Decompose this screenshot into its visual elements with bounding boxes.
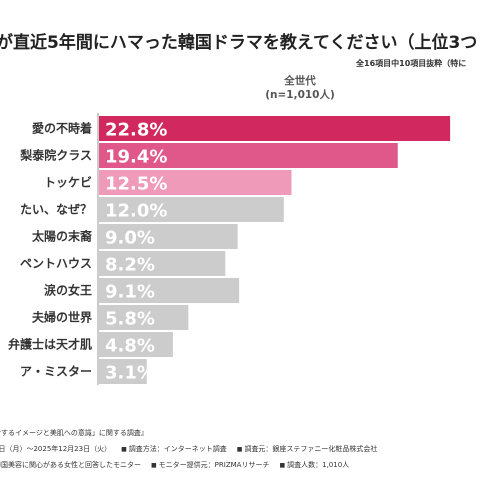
- series-header: 全世代 (n=1,010人): [250, 74, 350, 102]
- value-label: 8.2%: [105, 255, 155, 276]
- footer-item: ■ 調査人数：1,010人: [279, 461, 349, 469]
- value-label: 12.0%: [105, 201, 167, 222]
- bar-7: [99, 278, 240, 303]
- footer-text: 2日（月）〜2025年12月23日（火）: [0, 445, 112, 453]
- square-bullet-icon: ■: [279, 462, 286, 469]
- footer-item: ■ 調査方法：インターネット調査: [121, 445, 227, 453]
- bar-4: [99, 197, 284, 222]
- footer-line: 韓国美容に関心がある女性と回答したモニター ■ モニター提供元：PRIZMAリサーチ…: [0, 460, 480, 472]
- bar-6: [99, 251, 226, 276]
- series-label: 全世代: [284, 75, 316, 87]
- square-bullet-icon: ■: [236, 446, 243, 453]
- bar-8: [99, 305, 189, 330]
- footer-text: 韓国美容に関心がある女性と回答したモニター: [0, 461, 141, 469]
- category-label: 太陽の末裔: [32, 229, 92, 244]
- footer-text: 対するイメージと美肌への意識」に関する調査』: [0, 429, 148, 437]
- value-label: 5.8%: [105, 309, 155, 330]
- category-label: 梨泰院クラス: [19, 148, 92, 163]
- value-label: 9.0%: [105, 228, 155, 249]
- value-label: 12.5%: [105, 174, 167, 195]
- bar-3: [99, 170, 292, 195]
- footer-item: 2日（月）〜2025年12月23日（火）: [0, 445, 111, 453]
- sample-size: (n=1,010人): [265, 89, 335, 101]
- chart-subtitle: 全16項目中10項目抜粋（特に: [356, 59, 467, 68]
- footer-line: 2日（月）〜2025年12月23日（火） ■ 調査方法：インターネット調査 ■ 調査元：…: [0, 444, 480, 456]
- value-label: 3.1%: [105, 363, 155, 384]
- category-label: 夫婦の世界: [31, 310, 92, 325]
- bar-9: [99, 332, 173, 357]
- square-bullet-icon: ■: [151, 462, 157, 469]
- footer-text: 調査方法：インターネット調査: [128, 445, 227, 453]
- footer-item: ■ 調査元：銀座ステファニー化粧品株式会社: [237, 445, 378, 453]
- footer-item: 韓国美容に関心がある女性と回答したモニター: [0, 461, 141, 469]
- chart-title: が直近5年間にハマった韓国ドラマを教えてください（上位3つ: [0, 33, 478, 53]
- value-label: 4.8%: [105, 336, 155, 357]
- square-bullet-icon: ■: [121, 446, 127, 453]
- category-label: 弁護士は天才肌: [8, 337, 92, 352]
- value-label: 22.8%: [105, 120, 167, 141]
- footer-item: 対するイメージと美肌への意識」に関する調査』: [0, 429, 148, 437]
- footer-text: モニター提供元：PRIZMAリサーチ: [158, 461, 270, 469]
- category-label: 涙の女王: [44, 283, 92, 298]
- bar-10: [99, 359, 147, 384]
- category-label: ペントハウス: [20, 257, 92, 271]
- footer-line: 対するイメージと美肌への意識」に関する調査』: [0, 428, 480, 440]
- value-label: 19.4%: [105, 147, 167, 168]
- value-label: 9.1%: [105, 282, 155, 303]
- bar-2: [99, 143, 398, 168]
- footer-text: 調査元：銀座ステファニー化粧品株式会社: [244, 445, 378, 453]
- category-label: 愛の不時着: [32, 121, 92, 136]
- footer-item: ■ モニター提供元：PRIZMAリサーチ: [151, 461, 269, 469]
- bar-5: [99, 224, 238, 249]
- category-label: ア・ミスター: [20, 365, 92, 379]
- category-label: たい、なぜ？: [20, 203, 92, 217]
- category-label: トッケビ: [44, 175, 92, 190]
- bar-1: [99, 116, 451, 141]
- footer-text: 調査人数：1,010人: [287, 461, 350, 469]
